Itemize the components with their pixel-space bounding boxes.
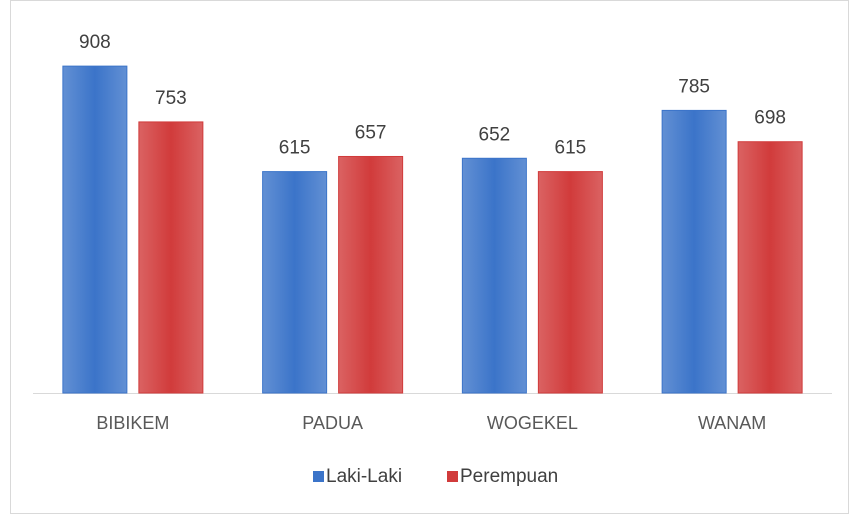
bar [737, 141, 803, 394]
data-label: 615 [555, 138, 587, 159]
x-tick-label: WANAM [698, 413, 766, 433]
bar [537, 171, 603, 394]
x-tick-label: WOGEKEL [487, 413, 578, 433]
data-label: 753 [155, 88, 187, 109]
bar [62, 65, 128, 394]
legend-label: Perempuan [460, 466, 558, 487]
bar [661, 109, 727, 394]
data-label: 698 [754, 108, 786, 129]
bar [461, 157, 527, 394]
bar [138, 121, 204, 394]
legend-label: Laki-Laki [326, 466, 402, 487]
data-label: 657 [355, 122, 387, 143]
x-tick-label: BIBIKEM [96, 413, 169, 433]
data-label: 652 [479, 124, 511, 145]
data-label: 785 [678, 76, 710, 97]
legend-swatch [313, 471, 324, 482]
data-label: 908 [79, 32, 111, 53]
bar [338, 155, 404, 394]
bar [262, 171, 328, 394]
data-label: 615 [279, 138, 311, 159]
x-tick-label: PADUA [302, 413, 363, 433]
legend-swatch [447, 471, 458, 482]
